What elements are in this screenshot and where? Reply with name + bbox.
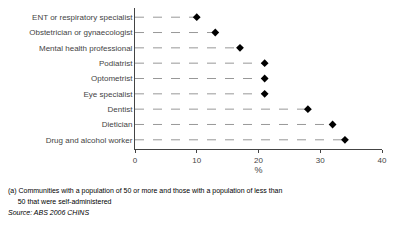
svg-text:Mental health professional: Mental health professional [39, 44, 133, 53]
svg-text:Optometrist: Optometrist [91, 74, 133, 83]
svg-text:40: 40 [378, 156, 387, 165]
svg-text:ENT or respiratory specialist: ENT or respiratory specialist [32, 13, 133, 22]
svg-text:Dentist: Dentist [107, 105, 133, 114]
svg-text:Podiatrist: Podiatrist [99, 59, 133, 68]
svg-text:Eye specialist: Eye specialist [83, 90, 133, 99]
svg-text:10: 10 [192, 156, 201, 165]
svg-text:Drug and alcohol worker: Drug and alcohol worker [46, 136, 133, 145]
svg-text:Obstetrician or gynaecologist: Obstetrician or gynaecologist [29, 28, 133, 37]
svg-text:Source: ABS 2006 CHINS: Source: ABS 2006 CHINS [8, 209, 89, 216]
svg-text:20: 20 [254, 156, 263, 165]
svg-text:50 that were self-administered: 50 that were self-administered [8, 198, 112, 205]
svg-text:Dietician: Dietician [102, 120, 133, 129]
svg-text:(a) Communities with a populat: (a) Communities with a population of 50 … [8, 187, 282, 195]
svg-text:30: 30 [316, 156, 325, 165]
svg-text:%: % [254, 165, 262, 175]
svg-text:0: 0 [133, 156, 138, 165]
